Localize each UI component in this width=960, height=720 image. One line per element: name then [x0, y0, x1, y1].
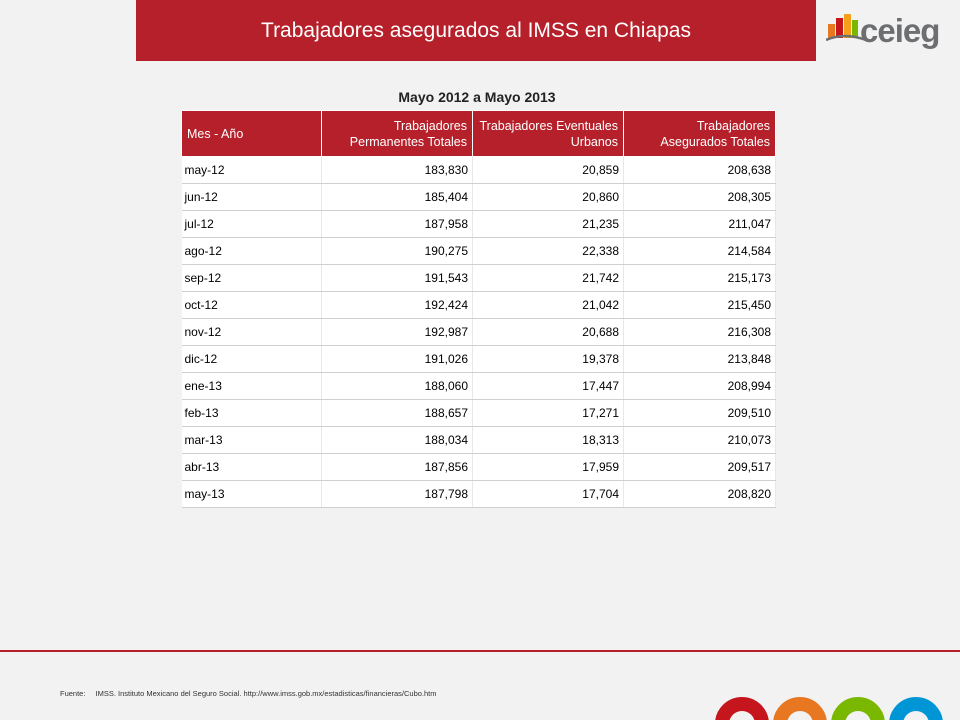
value-cell: 188,657 — [321, 399, 473, 427]
value-cell: 17,271 — [472, 399, 624, 427]
value-cell: 20,688 — [472, 318, 624, 346]
month-cell: feb-13 — [181, 399, 322, 427]
value-cell: 19,378 — [472, 345, 624, 373]
value-cell: 208,820 — [623, 480, 776, 508]
value-cell: 208,638 — [623, 156, 776, 184]
month-cell: oct-12 — [181, 291, 322, 319]
data-table: Mes - Año Trabajadores Permanentes Total… — [181, 110, 776, 508]
subtitle: Mayo 2012 a Mayo 2013 — [398, 89, 556, 105]
value-cell: 185,404 — [321, 183, 473, 211]
value-cell: 190,275 — [321, 237, 473, 265]
month-cell: sep-12 — [181, 264, 322, 292]
table-row: may-12 183,830 20,859 208,638 — [181, 156, 776, 184]
value-cell: 188,034 — [321, 426, 473, 454]
value-cell: 187,798 — [321, 480, 473, 508]
value-cell: 192,424 — [321, 291, 473, 319]
value-cell: 215,450 — [623, 291, 776, 319]
ceieg-logo-icon — [826, 14, 866, 42]
value-cell: 18,313 — [472, 426, 624, 454]
table-row: ago-12 190,275 22,338 214,584 — [181, 237, 776, 265]
value-cell: 17,959 — [472, 453, 624, 481]
table-row: feb-13 188,657 17,271 209,510 — [181, 399, 776, 427]
value-cell: 20,860 — [472, 183, 624, 211]
value-cell: 187,958 — [321, 210, 473, 238]
value-cell: 191,026 — [321, 345, 473, 373]
month-cell: nov-12 — [181, 318, 322, 346]
table-row: ene-13 188,060 17,447 208,994 — [181, 372, 776, 400]
table-row: jun-12 185,404 20,860 208,305 — [181, 183, 776, 211]
value-cell: 215,173 — [623, 264, 776, 292]
source-note: Fuente: IMSS. Instituto Mexicano del Seg… — [60, 689, 437, 698]
month-cell: ene-13 — [181, 372, 322, 400]
column-header: Trabajadores Eventuales Urbanos — [472, 110, 624, 157]
month-cell: may-13 — [181, 480, 322, 508]
table-row: jul-12 187,958 21,235 211,047 — [181, 210, 776, 238]
column-header: Mes - Año — [181, 110, 322, 157]
value-cell: 214,584 — [623, 237, 776, 265]
decorative-rings-icon — [715, 697, 943, 720]
table-row: may-13 187,798 17,704 208,820 — [181, 480, 776, 508]
table-row: mar-13 188,034 18,313 210,073 — [181, 426, 776, 454]
value-cell: 209,517 — [623, 453, 776, 481]
value-cell: 192,987 — [321, 318, 473, 346]
page-title-banner: Trabajadores asegurados al IMSS en Chiap… — [136, 0, 816, 61]
value-cell: 208,305 — [623, 183, 776, 211]
value-cell: 21,235 — [472, 210, 624, 238]
value-cell: 191,543 — [321, 264, 473, 292]
table-header-row: Mes - Año Trabajadores Permanentes Total… — [181, 110, 776, 157]
month-cell: ago-12 — [181, 237, 322, 265]
value-cell: 17,704 — [472, 480, 624, 508]
value-cell: 21,042 — [472, 291, 624, 319]
value-cell: 216,308 — [623, 318, 776, 346]
table-row: abr-13 187,856 17,959 209,517 — [181, 453, 776, 481]
value-cell: 211,047 — [623, 210, 776, 238]
footer-divider — [0, 650, 960, 652]
value-cell: 21,742 — [472, 264, 624, 292]
value-cell: 210,073 — [623, 426, 776, 454]
value-cell: 188,060 — [321, 372, 473, 400]
table-row: dic-12 191,026 19,378 213,848 — [181, 345, 776, 373]
value-cell: 183,830 — [321, 156, 473, 184]
source-label: Fuente: — [60, 689, 86, 698]
column-header: Trabajadores Permanentes Totales — [321, 110, 473, 157]
source-text: IMSS. Instituto Mexicano del Seguro Soci… — [95, 689, 437, 698]
value-cell: 22,338 — [472, 237, 624, 265]
value-cell: 208,994 — [623, 372, 776, 400]
column-header: Trabajadores Asegurados Totales — [623, 110, 776, 157]
table-row: oct-12 192,424 21,042 215,450 — [181, 291, 776, 319]
table-row: nov-12 192,987 20,688 216,308 — [181, 318, 776, 346]
value-cell: 17,447 — [472, 372, 624, 400]
table-row: sep-12 191,543 21,742 215,173 — [181, 264, 776, 292]
value-cell: 213,848 — [623, 345, 776, 373]
month-cell: mar-13 — [181, 426, 322, 454]
month-cell: jun-12 — [181, 183, 322, 211]
value-cell: 20,859 — [472, 156, 624, 184]
ceieg-logo: ceieg — [826, 10, 950, 50]
month-cell: jul-12 — [181, 210, 322, 238]
logo-text: ceieg — [860, 12, 940, 49]
value-cell: 209,510 — [623, 399, 776, 427]
month-cell: may-12 — [181, 156, 322, 184]
value-cell: 187,856 — [321, 453, 473, 481]
page-title: Trabajadores asegurados al IMSS en Chiap… — [261, 18, 691, 42]
month-cell: dic-12 — [181, 345, 322, 373]
month-cell: abr-13 — [181, 453, 322, 481]
